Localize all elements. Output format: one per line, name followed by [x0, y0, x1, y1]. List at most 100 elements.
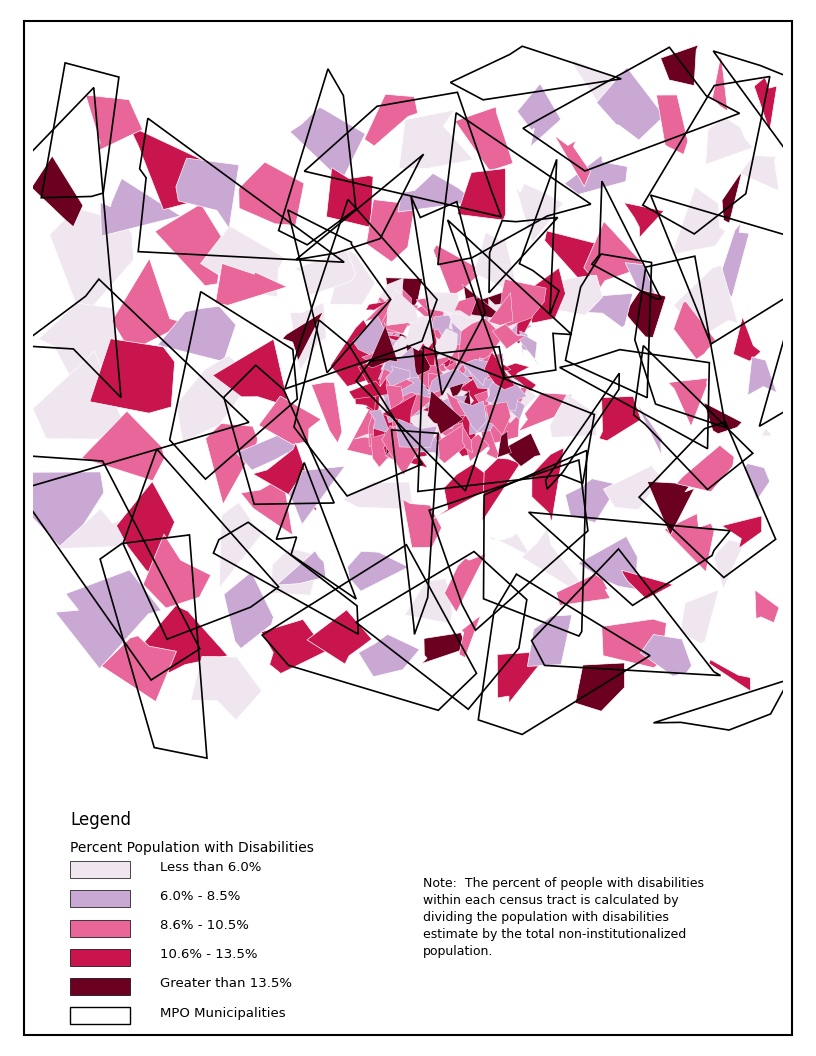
Polygon shape [518, 393, 572, 432]
Polygon shape [407, 379, 428, 411]
Polygon shape [381, 336, 416, 370]
Polygon shape [486, 357, 521, 404]
Polygon shape [484, 352, 515, 390]
Polygon shape [386, 336, 417, 345]
Polygon shape [101, 636, 176, 701]
Polygon shape [403, 499, 441, 548]
Polygon shape [516, 184, 563, 243]
Polygon shape [503, 434, 541, 467]
Polygon shape [426, 408, 461, 437]
Polygon shape [466, 298, 533, 359]
Polygon shape [421, 302, 435, 335]
Polygon shape [444, 302, 480, 338]
Polygon shape [86, 95, 143, 150]
Polygon shape [90, 339, 175, 413]
Polygon shape [378, 374, 431, 422]
Polygon shape [405, 316, 433, 351]
FancyBboxPatch shape [70, 978, 131, 995]
Polygon shape [435, 323, 476, 375]
Polygon shape [396, 419, 437, 448]
Polygon shape [290, 108, 366, 182]
Polygon shape [32, 156, 83, 227]
Polygon shape [489, 299, 523, 344]
Polygon shape [330, 320, 390, 386]
Polygon shape [449, 339, 484, 371]
Polygon shape [392, 315, 417, 338]
Polygon shape [476, 375, 518, 420]
Polygon shape [326, 168, 373, 227]
Polygon shape [365, 297, 407, 333]
Text: Less than 6.0%: Less than 6.0% [160, 861, 262, 873]
Polygon shape [290, 302, 326, 371]
Text: Greater than 13.5%: Greater than 13.5% [160, 978, 292, 991]
Polygon shape [241, 477, 293, 535]
Polygon shape [368, 322, 398, 367]
Polygon shape [517, 83, 561, 147]
Polygon shape [457, 400, 486, 432]
Polygon shape [112, 259, 186, 352]
Polygon shape [641, 635, 692, 676]
Polygon shape [555, 135, 591, 187]
Polygon shape [494, 383, 527, 416]
Polygon shape [676, 446, 734, 492]
FancyBboxPatch shape [70, 890, 131, 907]
Polygon shape [477, 352, 511, 375]
Polygon shape [392, 359, 424, 380]
Polygon shape [744, 464, 769, 501]
Polygon shape [459, 406, 480, 456]
Polygon shape [747, 357, 777, 395]
Polygon shape [277, 551, 326, 585]
Polygon shape [433, 425, 465, 464]
Polygon shape [388, 374, 426, 419]
Polygon shape [520, 331, 530, 357]
Polygon shape [517, 314, 533, 344]
Polygon shape [396, 381, 446, 415]
Polygon shape [378, 388, 414, 414]
Polygon shape [379, 278, 407, 316]
Polygon shape [425, 291, 459, 314]
Polygon shape [437, 422, 472, 453]
Polygon shape [380, 419, 424, 458]
Polygon shape [82, 411, 165, 480]
Polygon shape [431, 383, 467, 446]
Polygon shape [353, 316, 395, 355]
Text: 6.0% - 8.5%: 6.0% - 8.5% [160, 890, 241, 903]
Polygon shape [527, 615, 572, 666]
Polygon shape [401, 389, 430, 425]
Polygon shape [432, 359, 462, 385]
Polygon shape [532, 448, 564, 523]
Polygon shape [447, 380, 463, 400]
Polygon shape [472, 394, 504, 415]
Polygon shape [433, 464, 499, 518]
Polygon shape [380, 302, 419, 334]
Polygon shape [457, 169, 506, 220]
Polygon shape [406, 337, 430, 379]
Polygon shape [396, 294, 414, 320]
Polygon shape [453, 351, 489, 379]
Polygon shape [422, 633, 466, 663]
Polygon shape [463, 322, 490, 345]
Polygon shape [348, 551, 409, 591]
Polygon shape [398, 429, 441, 455]
Polygon shape [490, 376, 527, 411]
Polygon shape [349, 378, 388, 399]
Polygon shape [191, 657, 262, 720]
Polygon shape [355, 383, 399, 418]
Polygon shape [354, 425, 392, 440]
Polygon shape [472, 339, 496, 364]
Polygon shape [601, 619, 667, 667]
Polygon shape [307, 609, 372, 664]
Polygon shape [437, 412, 465, 439]
Polygon shape [365, 94, 418, 146]
Polygon shape [50, 208, 134, 319]
Polygon shape [486, 402, 511, 435]
Polygon shape [714, 540, 744, 589]
Polygon shape [347, 388, 403, 459]
Polygon shape [673, 301, 716, 359]
Polygon shape [428, 391, 463, 434]
Polygon shape [379, 346, 419, 379]
Polygon shape [544, 231, 601, 283]
Polygon shape [470, 327, 490, 352]
Polygon shape [481, 358, 504, 383]
Polygon shape [474, 386, 496, 418]
